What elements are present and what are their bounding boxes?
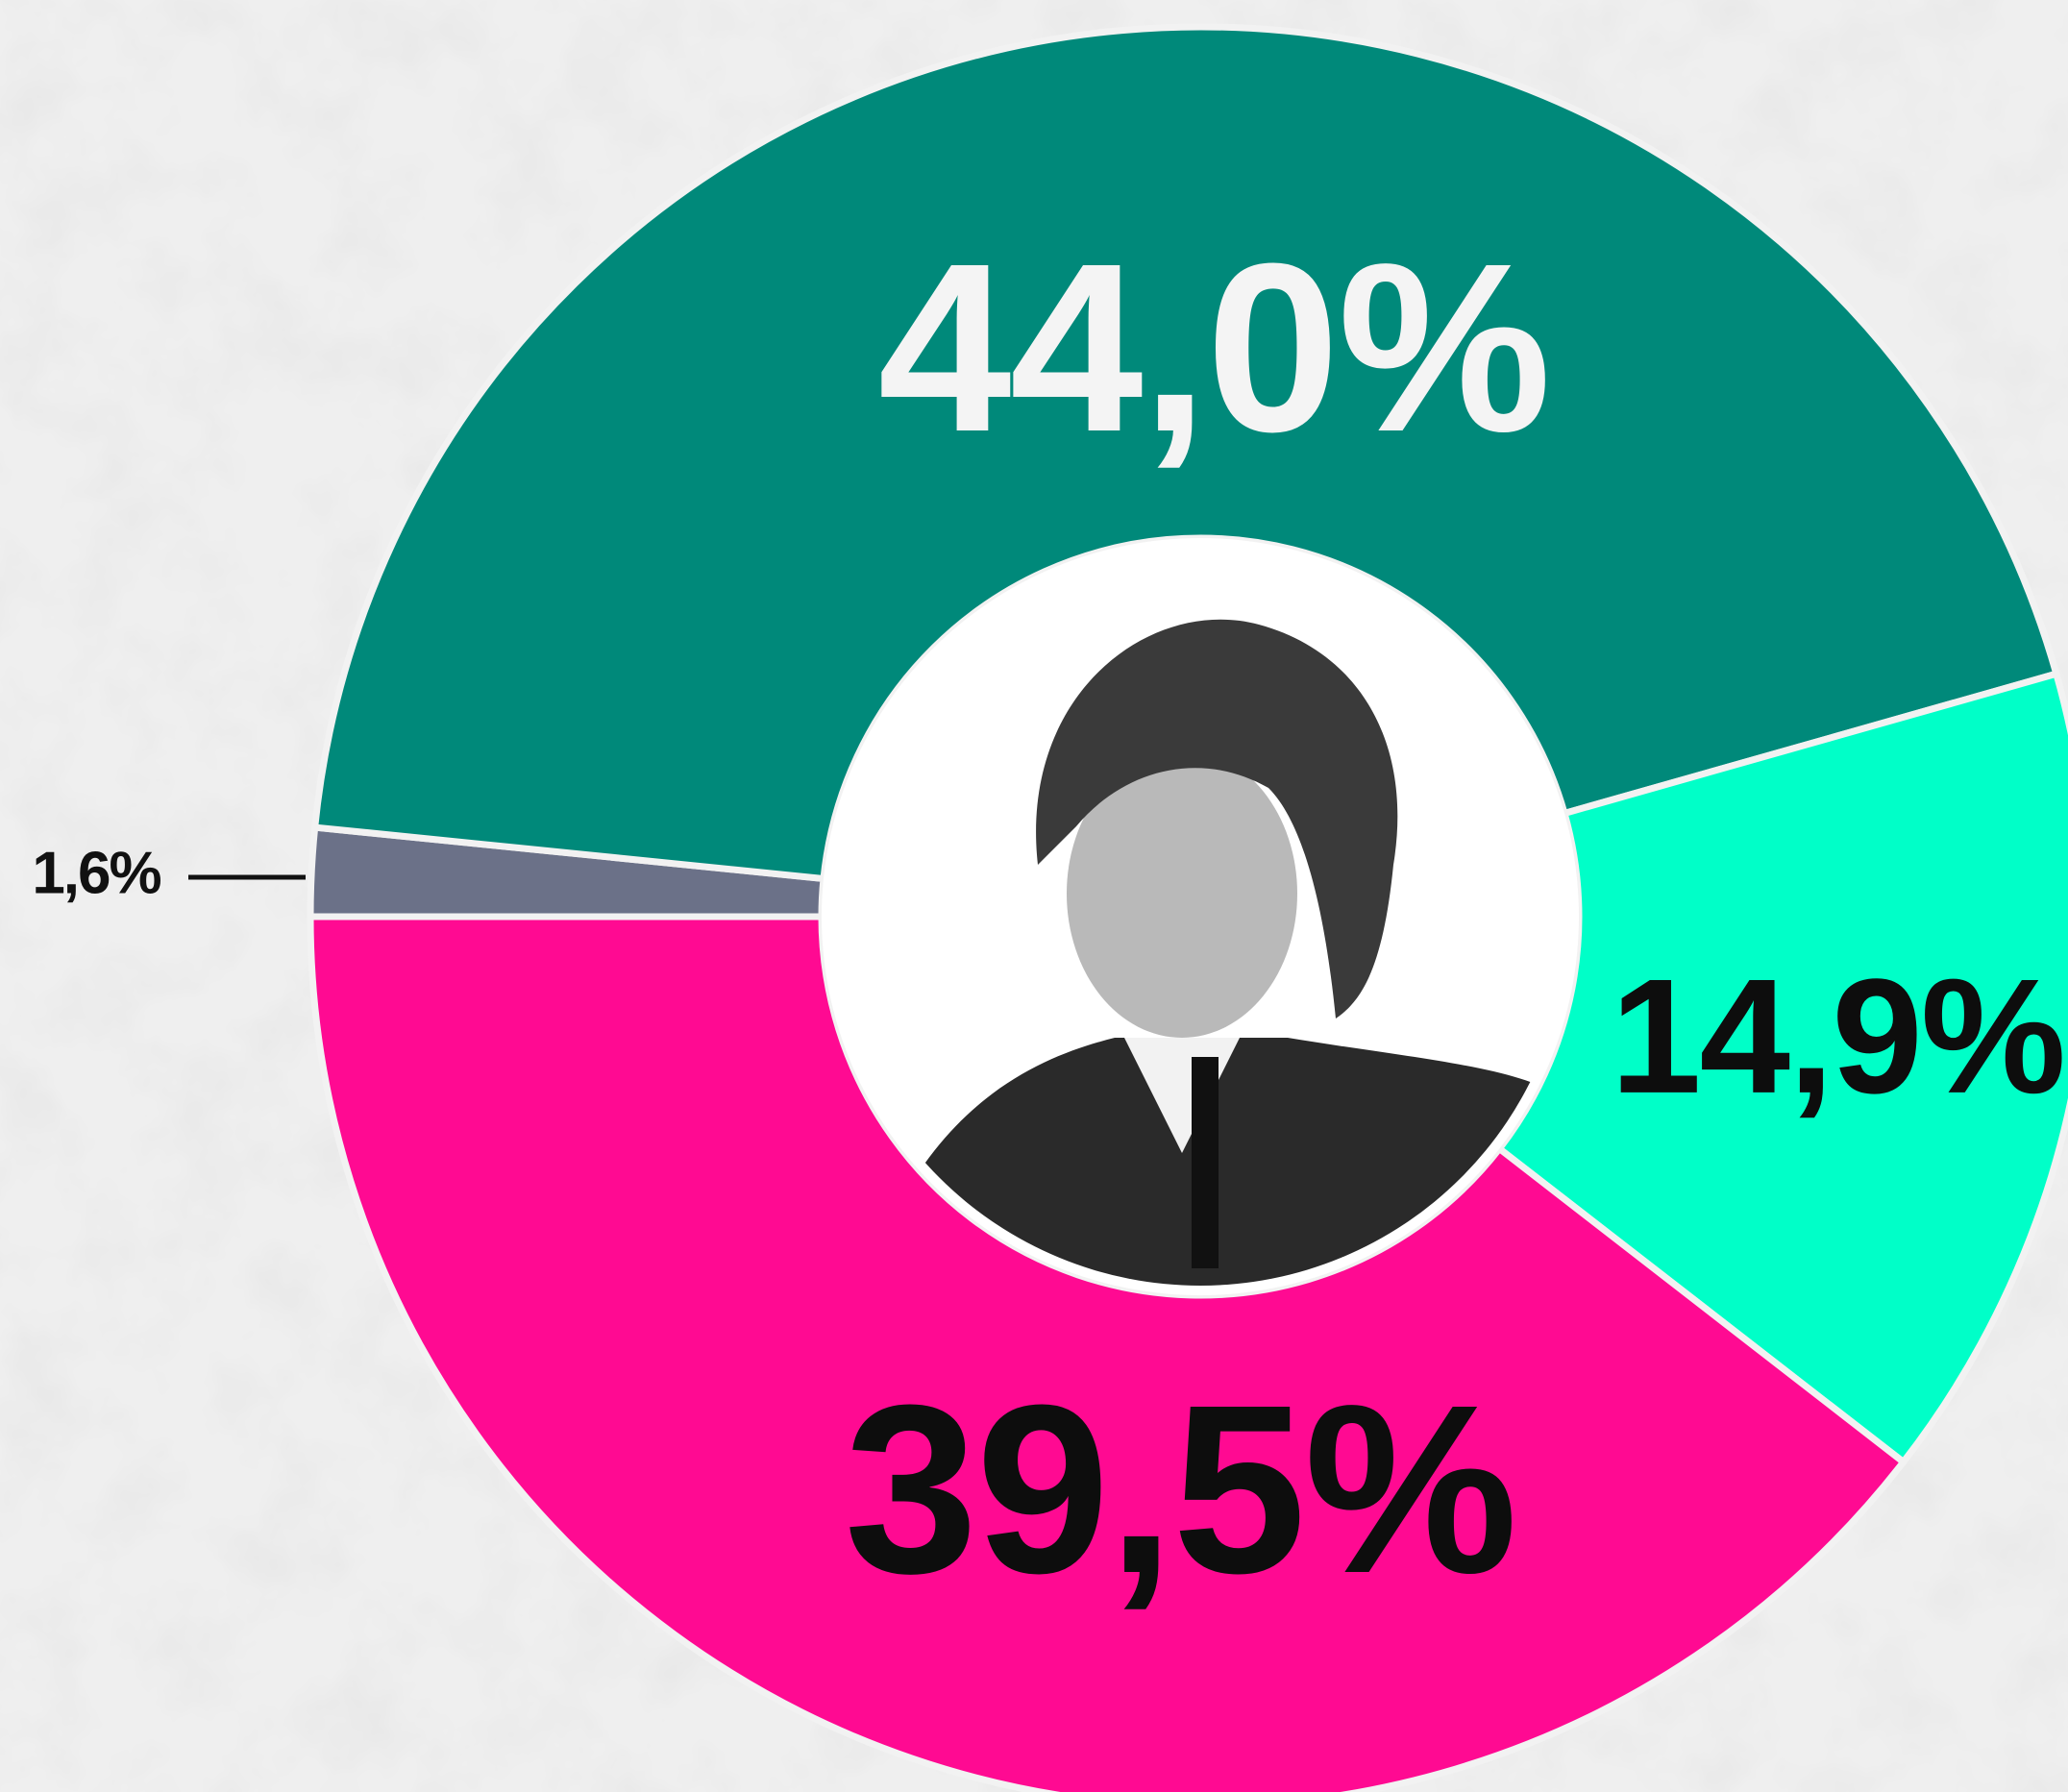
portrait — [865, 619, 1569, 1286]
value-label: 14,9% — [1611, 945, 2064, 1128]
center-photo — [822, 538, 1579, 1295]
hair — [1036, 619, 1398, 1019]
slices — [307, 23, 2068, 1792]
value-label: 39,5% — [845, 1355, 1516, 1623]
value-label: 1,6% — [32, 840, 160, 906]
face — [1067, 749, 1297, 1038]
labels: 1,6% 44,0% 14,9% 39,5% — [32, 213, 2066, 1623]
value-label: 44,0% — [878, 213, 1550, 481]
microphone — [1192, 1057, 1219, 1268]
